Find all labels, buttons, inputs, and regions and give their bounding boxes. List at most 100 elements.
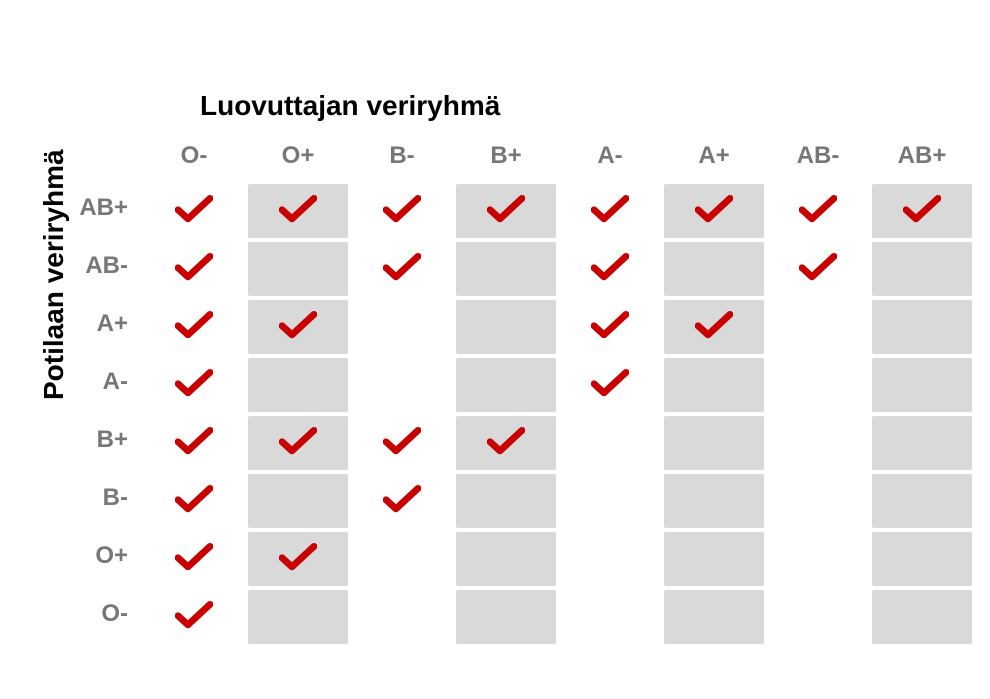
table-cell [456, 242, 556, 296]
row-header: AB- [60, 242, 140, 290]
table-cell [560, 474, 660, 528]
check-icon [591, 194, 629, 229]
table-cell [664, 532, 764, 586]
table-cell [352, 474, 452, 528]
table-cell [248, 242, 348, 296]
table-cell [144, 300, 244, 354]
column-header: O- [144, 132, 244, 180]
check-icon [279, 194, 317, 229]
row-header: B+ [60, 416, 140, 464]
table-cell [144, 474, 244, 528]
check-icon [591, 252, 629, 287]
table-cell [248, 300, 348, 354]
table-cell [768, 358, 868, 412]
check-icon [175, 310, 213, 345]
table-cell [352, 184, 452, 238]
table-cell [248, 358, 348, 412]
check-icon [695, 194, 733, 229]
table-cell [144, 416, 244, 470]
table-cell [352, 358, 452, 412]
row-header: O- [60, 590, 140, 638]
row-header: B- [60, 474, 140, 522]
row-header: A- [60, 358, 140, 406]
table-cell [872, 532, 972, 586]
table-cell [144, 184, 244, 238]
table-cell [144, 590, 244, 644]
check-icon [175, 600, 213, 635]
check-icon [175, 252, 213, 287]
table-cell [664, 358, 764, 412]
table-cell [352, 242, 452, 296]
table-cell [768, 474, 868, 528]
check-icon [279, 310, 317, 345]
table-cell [664, 300, 764, 354]
table-cell [768, 532, 868, 586]
column-header: AB+ [872, 132, 972, 180]
table-cell [248, 416, 348, 470]
table-cell [664, 184, 764, 238]
check-icon [175, 368, 213, 403]
check-icon [383, 484, 421, 519]
table-corner [60, 132, 140, 180]
table-cell [456, 590, 556, 644]
column-header: A- [560, 132, 660, 180]
table-cell [456, 474, 556, 528]
table-cell [664, 416, 764, 470]
table-cell [352, 532, 452, 586]
check-icon [487, 426, 525, 461]
table-cell [456, 358, 556, 412]
check-icon [695, 310, 733, 345]
column-header: O+ [248, 132, 348, 180]
column-header: AB- [768, 132, 868, 180]
table-cell [872, 416, 972, 470]
table-cell [144, 242, 244, 296]
table-cell [768, 242, 868, 296]
table-cell [456, 300, 556, 354]
table-cell [872, 474, 972, 528]
table-cell [768, 416, 868, 470]
table-cell [560, 532, 660, 586]
column-header: B+ [456, 132, 556, 180]
table-cell [560, 184, 660, 238]
check-icon [175, 542, 213, 577]
table-cell [872, 300, 972, 354]
table-cell [872, 184, 972, 238]
patient-blood-type-title: Potilaan veriryhmä [38, 149, 70, 400]
table-cell [872, 358, 972, 412]
check-icon [383, 194, 421, 229]
check-icon [383, 252, 421, 287]
table-cell [560, 590, 660, 644]
table-cell [560, 358, 660, 412]
table-cell [352, 300, 452, 354]
check-icon [175, 194, 213, 229]
table-cell [872, 242, 972, 296]
table-cell [456, 184, 556, 238]
table-cell [560, 242, 660, 296]
check-icon [799, 252, 837, 287]
check-icon [487, 194, 525, 229]
table-cell [768, 300, 868, 354]
compatibility-table: O-O+B-B+A-A+AB-AB+AB+AB-A+A-B+B-O+O- [60, 132, 972, 644]
check-icon [383, 426, 421, 461]
column-header: A+ [664, 132, 764, 180]
check-icon [175, 426, 213, 461]
table-cell [664, 474, 764, 528]
table-cell [664, 242, 764, 296]
check-icon [279, 426, 317, 461]
table-cell [248, 532, 348, 586]
check-icon [591, 310, 629, 345]
table-cell [144, 358, 244, 412]
check-icon [903, 194, 941, 229]
table-cell [664, 590, 764, 644]
row-header: O+ [60, 532, 140, 580]
table-cell [456, 532, 556, 586]
table-cell [768, 590, 868, 644]
table-cell [352, 590, 452, 644]
table-cell [248, 590, 348, 644]
check-icon [591, 368, 629, 403]
check-icon [175, 484, 213, 519]
check-icon [279, 542, 317, 577]
table-cell [352, 416, 452, 470]
table-cell [560, 416, 660, 470]
table-cell [456, 416, 556, 470]
